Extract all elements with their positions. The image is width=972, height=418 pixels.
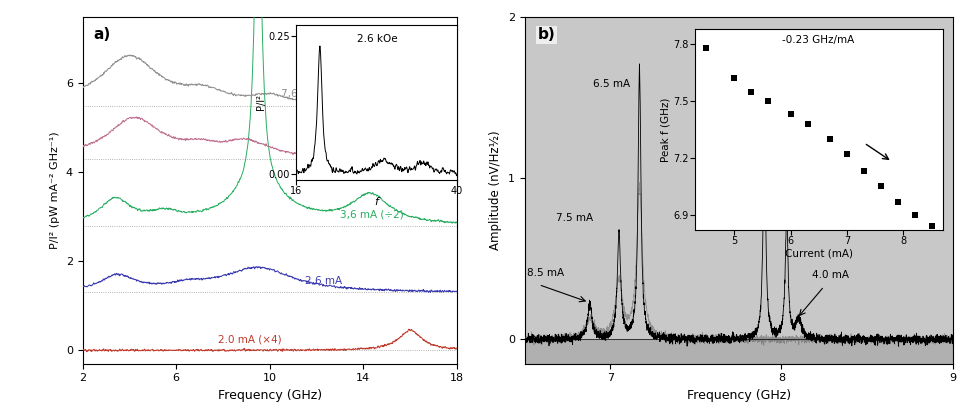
Text: 3,6 mA (÷2): 3,6 mA (÷2) (340, 209, 403, 219)
Text: 5,2 mA: 5,2 mA (317, 143, 354, 153)
Point (760, 98, 776, 104)
Text: 4.0 mA: 4.0 mA (813, 270, 850, 280)
Y-axis label: Peak f (GHz): Peak f (GHz) (660, 97, 671, 162)
Text: 2,6 mA: 2,6 mA (305, 276, 342, 286)
X-axis label: Frequency (GHz): Frequency (GHz) (218, 389, 322, 402)
Point (699, 45, 714, 51)
Y-axis label: Amplitude (nV/Hz½): Amplitude (nV/Hz½) (490, 130, 503, 250)
Point (923, 223, 939, 229)
X-axis label: f: f (375, 197, 378, 207)
Text: b): b) (538, 27, 555, 42)
Text: 7.5 mA: 7.5 mA (556, 213, 593, 223)
Point (873, 183, 888, 190)
Text: 5.5 mA: 5.5 mA (770, 133, 807, 143)
Point (727, 75, 743, 82)
Point (822, 136, 838, 143)
Text: 4.5 mA: 4.5 mA (793, 191, 831, 201)
Text: 6.5 mA: 6.5 mA (593, 79, 631, 89)
Point (839, 151, 854, 158)
Y-axis label: P/I²: P/I² (256, 94, 265, 110)
X-axis label: Frequency (GHz): Frequency (GHz) (686, 389, 791, 402)
Y-axis label: P/I² (pW mA⁻² GHz⁻¹): P/I² (pW mA⁻² GHz⁻¹) (51, 131, 60, 249)
Text: 8.5 mA: 8.5 mA (527, 268, 564, 278)
Point (800, 120, 816, 127)
Point (890, 198, 906, 205)
Point (783, 111, 799, 118)
Text: 7,6 mA: 7,6 mA (282, 89, 319, 99)
Text: 2.6 kOe: 2.6 kOe (358, 34, 398, 44)
X-axis label: Current (mA): Current (mA) (785, 249, 852, 259)
Point (744, 88, 759, 95)
Text: 2.0 mA (×4): 2.0 mA (×4) (219, 335, 282, 345)
Text: -0.23 GHz/mA: -0.23 GHz/mA (781, 35, 854, 45)
Text: a): a) (94, 27, 111, 42)
Point (907, 212, 922, 218)
Point (856, 168, 872, 175)
